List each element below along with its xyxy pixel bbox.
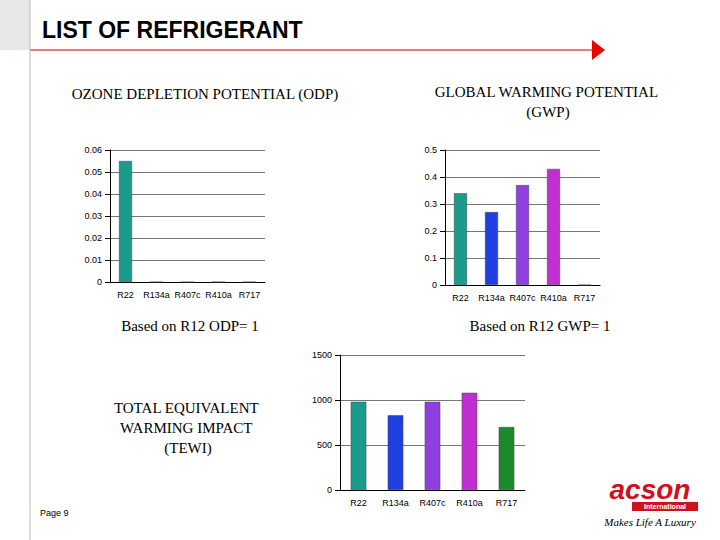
svg-text:R407c: R407c <box>509 293 536 303</box>
svg-text:R407c: R407c <box>174 290 201 300</box>
svg-text:R717: R717 <box>574 293 596 303</box>
svg-text:0.4: 0.4 <box>424 172 437 182</box>
svg-text:Based on R12 GWP= 1: Based on R12 GWP= 1 <box>470 318 611 334</box>
svg-text:0: 0 <box>97 277 102 287</box>
svg-text:0.01: 0.01 <box>84 255 102 265</box>
svg-text:R22: R22 <box>117 290 134 300</box>
svg-text:500: 500 <box>317 440 332 450</box>
svg-text:R22: R22 <box>350 498 367 508</box>
svg-text:0.06: 0.06 <box>84 145 102 155</box>
svg-text:acson: acson <box>610 474 691 505</box>
svg-text:0.02: 0.02 <box>84 233 102 243</box>
svg-text:International: International <box>644 503 686 510</box>
svg-text:GLOBAL WARMING POTENTIAL: GLOBAL WARMING POTENTIAL <box>435 84 662 100</box>
svg-text:WARMING IMPACT: WARMING IMPACT <box>120 420 256 436</box>
svg-text:0: 0 <box>327 485 332 495</box>
svg-text:R717: R717 <box>496 498 518 508</box>
svg-text:R717: R717 <box>239 290 261 300</box>
svg-text:0.1: 0.1 <box>424 253 437 263</box>
svg-text:Makes Life A Luxury: Makes Life A Luxury <box>603 516 696 528</box>
svg-text:0.03: 0.03 <box>84 211 102 221</box>
svg-text:1500: 1500 <box>312 350 332 360</box>
svg-text:R134a: R134a <box>478 293 505 303</box>
svg-text:R407c: R407c <box>419 498 446 508</box>
svg-text:R410a: R410a <box>205 290 232 300</box>
svg-text:R134a: R134a <box>143 290 170 300</box>
svg-text:TOTAL EQUIVALENT: TOTAL EQUIVALENT <box>114 400 262 416</box>
svg-text:0.5: 0.5 <box>424 145 437 155</box>
svg-text:R410a: R410a <box>456 498 483 508</box>
svg-text:(GWP): (GWP) <box>526 104 569 121</box>
svg-text:R410a: R410a <box>540 293 567 303</box>
svg-text:0.05: 0.05 <box>84 167 102 177</box>
svg-text:OZONE DEPLETION POTENTIAL (ODP: OZONE DEPLETION POTENTIAL (ODP) <box>72 86 338 103</box>
svg-text:Based on R12 ODP= 1: Based on R12 ODP= 1 <box>121 318 259 334</box>
svg-text:1000: 1000 <box>312 395 332 405</box>
svg-text:Page 9: Page 9 <box>40 508 69 518</box>
svg-text:0.3: 0.3 <box>424 199 437 209</box>
svg-text:R134a: R134a <box>382 498 409 508</box>
svg-text:0.04: 0.04 <box>84 189 102 199</box>
svg-text:LIST OF REFRIGERANT: LIST OF REFRIGERANT <box>42 17 303 43</box>
svg-text:0: 0 <box>432 280 437 290</box>
svg-text:0.2: 0.2 <box>424 226 437 236</box>
svg-text:(TEWI): (TEWI) <box>164 440 211 457</box>
svg-text:R22: R22 <box>452 293 469 303</box>
